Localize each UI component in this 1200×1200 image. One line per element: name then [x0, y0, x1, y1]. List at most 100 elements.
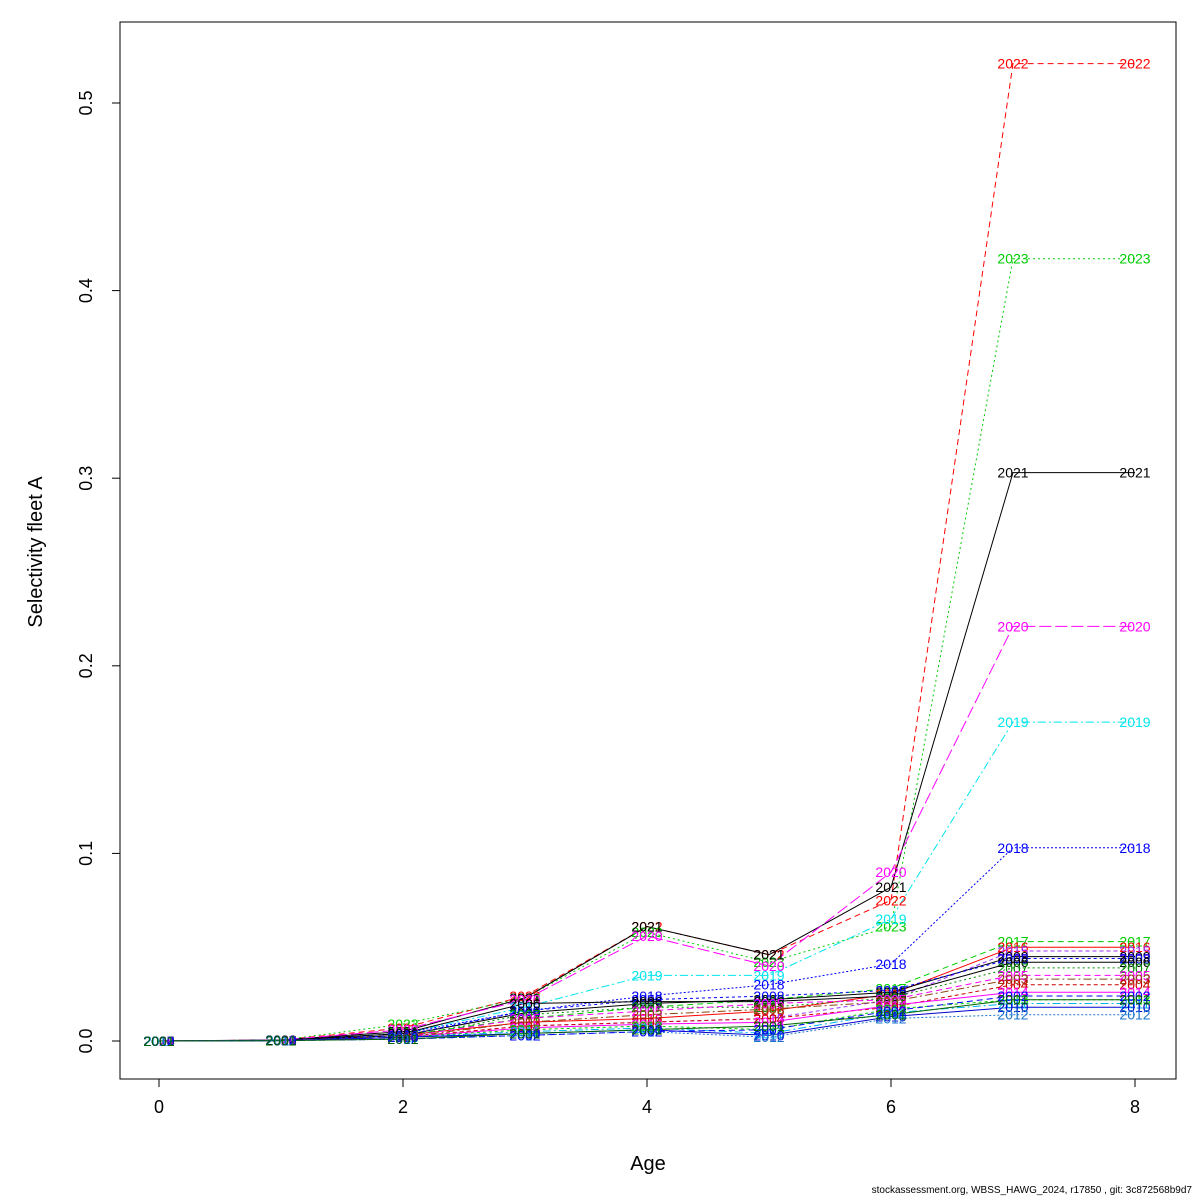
point-label-2012: 2012 [143, 1033, 174, 1049]
point-label-2020: 2020 [265, 1032, 296, 1048]
point-label-2018: 2018 [387, 1025, 418, 1041]
series-line-2006 [158, 961, 1135, 1042]
point-label-2001: 2001 [1119, 992, 1150, 1008]
x-tick-label: 2 [398, 1097, 408, 1117]
y-tick-label: 0.4 [76, 278, 96, 303]
point-label-2011: 2011 [754, 1025, 784, 1041]
point-label-2018: 2018 [997, 840, 1028, 856]
point-label-2016: 2016 [265, 1032, 296, 1048]
point-label-2002: 2002 [1119, 988, 1150, 1004]
point-label-2018: 2018 [1119, 840, 1150, 856]
point-label-2004: 2004 [997, 977, 1028, 993]
point-label-2013: 2013 [1119, 992, 1150, 1008]
y-axis-title: Selectivity fleet A [25, 476, 47, 628]
point-label-2010: 2010 [1119, 999, 1150, 1015]
point-label-2016: 2016 [1119, 939, 1150, 955]
point-label-2019: 2019 [509, 999, 540, 1015]
point-label-2016: 2016 [143, 1033, 174, 1049]
point-label-2014: 2014 [997, 984, 1028, 1000]
point-label-2006: 2006 [753, 994, 784, 1010]
point-label-2019: 2019 [753, 967, 784, 983]
point-label-2021: 2021 [1119, 465, 1150, 481]
point-label-2015: 2015 [509, 1018, 540, 1034]
point-label-2021: 2021 [875, 879, 906, 895]
point-label-2012: 2012 [631, 1024, 662, 1040]
point-label-2007: 2007 [631, 999, 662, 1015]
point-label-2018: 2018 [265, 1032, 296, 1048]
x-axis-title: Age [630, 1153, 666, 1175]
point-label-2012: 2012 [1119, 1007, 1150, 1023]
point-label-2023: 2023 [509, 990, 540, 1006]
point-label-2002: 2002 [387, 1031, 418, 1047]
y-tick-label: 0.5 [76, 90, 96, 115]
point-label-2011: 2011 [1120, 995, 1150, 1011]
point-label-2008: 2008 [509, 1003, 540, 1019]
point-label-2021: 2021 [265, 1032, 296, 1048]
point-label-2007: 2007 [509, 1007, 540, 1023]
point-label-2008: 2008 [631, 992, 662, 1008]
point-label-2022: 2022 [1119, 56, 1150, 72]
point-label-2010: 2010 [387, 1029, 418, 1045]
series-line-2021 [158, 472, 1135, 1042]
point-label-2001: 2001 [631, 1022, 662, 1038]
series-line-2020 [158, 625, 1135, 1042]
point-label-2005: 2005 [631, 1003, 662, 1019]
point-label-2012: 2012 [509, 1027, 540, 1043]
point-label-2021: 2021 [631, 919, 662, 935]
point-label-2023: 2023 [875, 919, 906, 935]
point-label-2013: 2013 [387, 1029, 418, 1045]
point-label-2020: 2020 [753, 958, 784, 974]
point-label-2021: 2021 [387, 1024, 418, 1040]
point-label-2005: 2005 [387, 1029, 418, 1045]
point-label-2018: 2018 [753, 977, 784, 993]
point-label-2007: 2007 [997, 960, 1028, 976]
point-label-2011: 2011 [266, 1033, 296, 1049]
point-label-2021: 2021 [143, 1033, 174, 1049]
point-label-2018: 2018 [509, 1003, 540, 1019]
point-label-2013: 2013 [143, 1033, 174, 1049]
point-label-2009: 2009 [509, 1005, 540, 1021]
point-label-2017: 2017 [997, 934, 1028, 950]
point-label-2007: 2007 [143, 1033, 174, 1049]
point-label-2005: 2005 [509, 1010, 540, 1026]
point-label-2016: 2016 [997, 939, 1028, 955]
point-label-2003: 2003 [509, 1014, 540, 1030]
point-label-2014: 2014 [143, 1033, 174, 1049]
point-label-2014: 2014 [1119, 984, 1150, 1000]
point-label-2006: 2006 [1119, 954, 1150, 970]
y-tick-label: 0.0 [76, 1028, 96, 1053]
point-label-2005: 2005 [265, 1032, 296, 1048]
point-label-2006: 2006 [509, 995, 540, 1011]
point-label-2019: 2019 [387, 1025, 418, 1041]
point-label-2020: 2020 [387, 1022, 418, 1038]
point-label-2016: 2016 [387, 1027, 418, 1043]
point-label-2015: 2015 [753, 1010, 784, 1026]
point-label-2014: 2014 [265, 1033, 296, 1049]
point-label-2015: 2015 [265, 1032, 296, 1048]
point-label-2015: 2015 [631, 1014, 662, 1030]
point-label-2004: 2004 [265, 1033, 296, 1049]
point-label-2019: 2019 [875, 911, 906, 927]
x-tick-label: 0 [154, 1097, 164, 1117]
point-label-2010: 2010 [631, 1022, 662, 1038]
point-label-2019: 2019 [631, 967, 662, 983]
point-label-2004: 2004 [143, 1033, 174, 1049]
point-label-2013: 2013 [875, 1001, 906, 1017]
point-label-2011: 2011 [998, 995, 1028, 1011]
point-label-2001: 2001 [753, 1018, 784, 1034]
x-tick-label: 6 [886, 1097, 896, 1117]
point-label-2005: 2005 [753, 995, 784, 1011]
point-label-2002: 2002 [631, 1024, 662, 1040]
point-label-2001: 2001 [387, 1031, 418, 1047]
point-label-2012: 2012 [997, 1007, 1028, 1023]
point-label-2017: 2017 [143, 1033, 174, 1049]
point-label-2009: 2009 [387, 1027, 418, 1043]
point-label-2023: 2023 [143, 1033, 174, 1049]
point-label-2014: 2014 [753, 1014, 784, 1030]
point-label-2021: 2021 [753, 947, 784, 963]
point-label-2003: 2003 [265, 1032, 296, 1048]
point-label-2008: 2008 [875, 982, 906, 998]
point-label-2010: 2010 [753, 1027, 784, 1043]
point-label-2011: 2011 [876, 1005, 906, 1021]
point-label-2003: 2003 [753, 1001, 784, 1017]
